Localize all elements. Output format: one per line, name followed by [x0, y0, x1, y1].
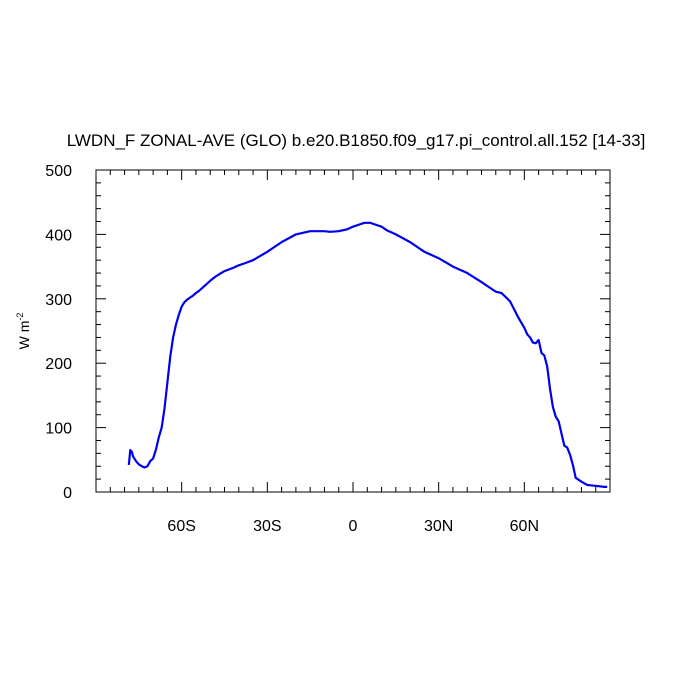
y-axis-label-text: W m: [16, 321, 32, 350]
y-tick-label: 100: [45, 421, 72, 438]
minor-ticks: [96, 170, 610, 492]
y-tick-label: 0: [63, 485, 72, 502]
x-tick-label: 60N: [510, 518, 539, 535]
y-tick-label: 400: [45, 227, 72, 244]
x-tick-labels: 60S 30S 0 30N 60N: [167, 518, 539, 535]
x-tick-label: 30S: [253, 518, 281, 535]
y-axis-label: W m-2: [15, 313, 32, 350]
svg-text:W m-2: W m-2: [15, 313, 32, 350]
x-tick-label: 60S: [167, 518, 195, 535]
y-tick-labels: 0 100 200 300 400 500: [45, 163, 72, 502]
series-group: [127, 221, 608, 488]
major-ticks: [96, 169, 610, 493]
y-tick-label: 300: [45, 292, 72, 309]
y-tick-label: 200: [45, 356, 72, 373]
chart-title: LWDN_F ZONAL-AVE (GLO) b.e20.B1850.f09_g…: [67, 131, 646, 150]
plot-frame: [95, 169, 611, 493]
y-axis-label-exponent: -2: [15, 313, 25, 321]
y-tick-label: 500: [45, 163, 72, 180]
x-tick-label: 0: [349, 518, 358, 535]
x-tick-label: 30N: [424, 518, 453, 535]
series-line: [127, 221, 608, 488]
